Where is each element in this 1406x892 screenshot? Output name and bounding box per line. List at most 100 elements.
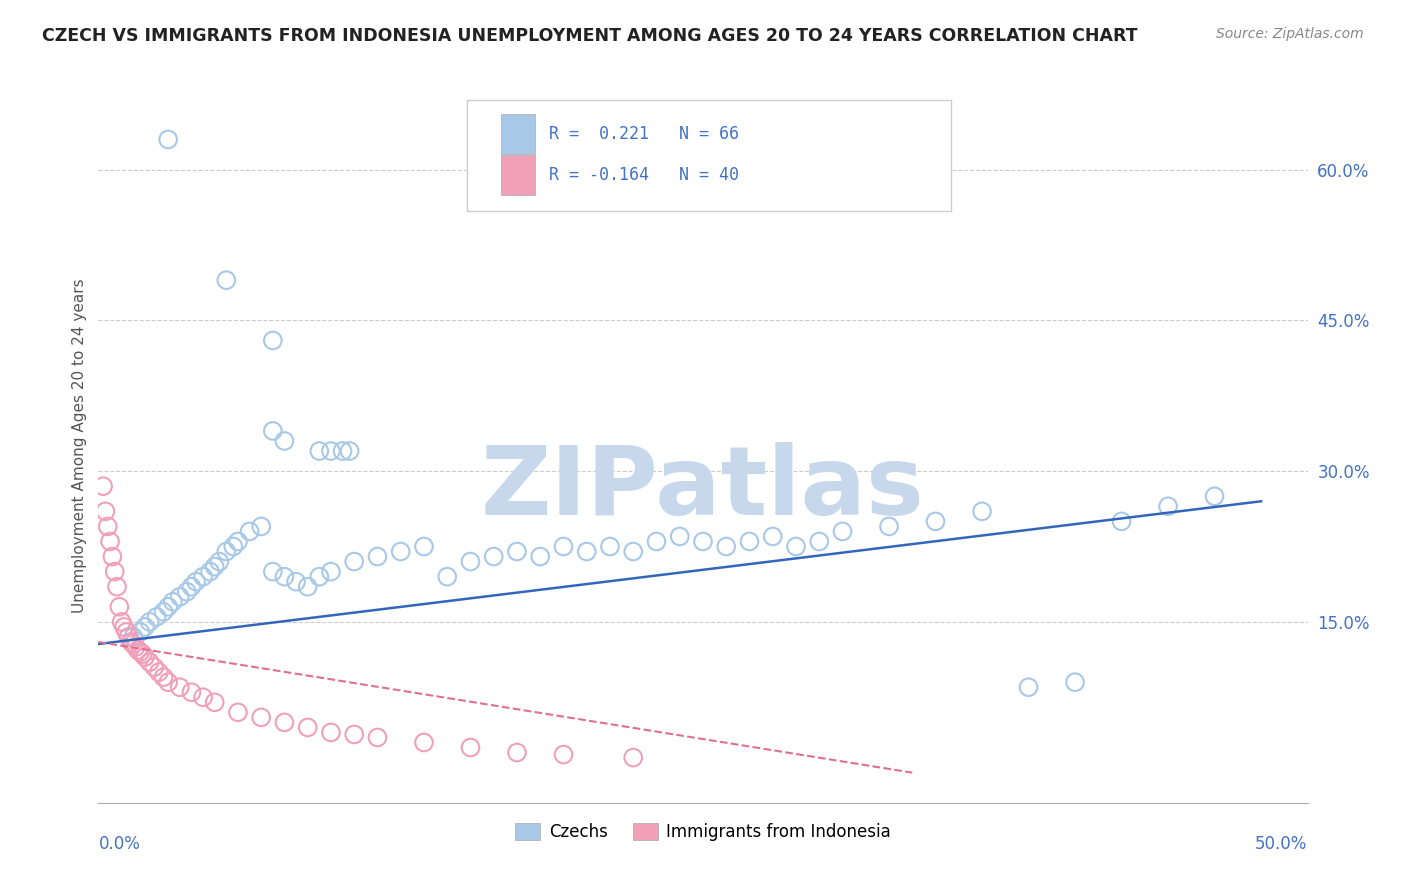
Point bbox=[436, 569, 458, 583]
Point bbox=[366, 549, 388, 564]
Point bbox=[198, 565, 221, 579]
Point bbox=[215, 544, 238, 558]
Point bbox=[1064, 675, 1087, 690]
Point bbox=[460, 740, 482, 755]
Point bbox=[94, 504, 117, 518]
Point bbox=[1204, 489, 1226, 503]
Point bbox=[122, 637, 145, 651]
Point bbox=[226, 706, 249, 720]
Point bbox=[115, 624, 138, 639]
Point bbox=[319, 444, 342, 458]
Point bbox=[924, 515, 946, 529]
Point bbox=[138, 655, 160, 669]
Point bbox=[162, 595, 184, 609]
Point bbox=[716, 540, 738, 554]
Point bbox=[204, 695, 226, 709]
Point bbox=[831, 524, 853, 539]
Point bbox=[645, 534, 668, 549]
Point bbox=[191, 569, 214, 583]
Point bbox=[143, 660, 166, 674]
Point bbox=[127, 643, 149, 657]
FancyBboxPatch shape bbox=[501, 155, 534, 194]
Point bbox=[122, 630, 145, 644]
Point bbox=[124, 640, 146, 654]
Point bbox=[692, 534, 714, 549]
Point bbox=[184, 574, 207, 589]
Point bbox=[157, 599, 180, 614]
Text: ZIPatlas: ZIPatlas bbox=[481, 442, 925, 535]
Point bbox=[273, 569, 295, 583]
Point bbox=[506, 544, 529, 558]
Point bbox=[273, 434, 295, 448]
Point bbox=[339, 444, 361, 458]
Point bbox=[108, 599, 131, 614]
Point bbox=[621, 750, 644, 764]
Point bbox=[148, 665, 170, 680]
Point bbox=[785, 540, 807, 554]
Point bbox=[413, 540, 436, 554]
Point bbox=[239, 524, 262, 539]
Text: Source: ZipAtlas.com: Source: ZipAtlas.com bbox=[1216, 27, 1364, 41]
Point bbox=[191, 690, 214, 705]
Y-axis label: Unemployment Among Ages 20 to 24 years: Unemployment Among Ages 20 to 24 years bbox=[72, 278, 87, 614]
Point bbox=[250, 519, 273, 533]
Point bbox=[553, 747, 575, 762]
Point bbox=[118, 630, 141, 644]
Point bbox=[297, 720, 319, 734]
Point bbox=[621, 544, 644, 558]
Point bbox=[134, 650, 156, 665]
Point bbox=[180, 685, 202, 699]
Point bbox=[575, 544, 598, 558]
Point bbox=[98, 534, 121, 549]
FancyBboxPatch shape bbox=[467, 100, 950, 211]
Point bbox=[157, 132, 180, 146]
Point bbox=[145, 610, 167, 624]
Point bbox=[262, 565, 284, 579]
Point bbox=[319, 725, 342, 739]
Point bbox=[129, 624, 152, 639]
Point bbox=[262, 424, 284, 438]
Point bbox=[97, 519, 120, 533]
Point bbox=[262, 334, 284, 348]
Point bbox=[553, 540, 575, 554]
Legend: Czechs, Immigrants from Indonesia: Czechs, Immigrants from Indonesia bbox=[509, 816, 897, 848]
Point bbox=[332, 444, 354, 458]
Point bbox=[176, 584, 198, 599]
Text: 50.0%: 50.0% bbox=[1256, 835, 1308, 853]
Point bbox=[1157, 500, 1180, 514]
Point bbox=[308, 569, 330, 583]
Point bbox=[762, 529, 785, 543]
Point bbox=[131, 647, 153, 661]
Point bbox=[413, 735, 436, 749]
Point bbox=[1018, 680, 1040, 694]
Point bbox=[129, 645, 152, 659]
Point bbox=[506, 746, 529, 760]
Text: 0.0%: 0.0% bbox=[98, 835, 141, 853]
Point bbox=[215, 273, 238, 287]
Point bbox=[91, 479, 114, 493]
Text: R =  0.221   N = 66: R = 0.221 N = 66 bbox=[550, 125, 740, 143]
Point bbox=[120, 635, 142, 649]
Point bbox=[343, 555, 366, 569]
Point bbox=[104, 565, 127, 579]
Point bbox=[138, 615, 160, 629]
Point bbox=[101, 549, 124, 564]
Point bbox=[308, 444, 330, 458]
Point bbox=[366, 731, 388, 745]
Point bbox=[112, 620, 135, 634]
Point bbox=[285, 574, 308, 589]
Point bbox=[599, 540, 621, 554]
Point bbox=[1111, 515, 1133, 529]
Point bbox=[297, 580, 319, 594]
Point bbox=[460, 555, 482, 569]
Point bbox=[738, 534, 761, 549]
Point bbox=[111, 615, 134, 629]
Point bbox=[482, 549, 505, 564]
Point bbox=[389, 544, 412, 558]
Point bbox=[226, 534, 249, 549]
Point bbox=[134, 620, 156, 634]
FancyBboxPatch shape bbox=[501, 114, 534, 154]
Point bbox=[180, 580, 202, 594]
Point bbox=[152, 605, 174, 619]
Point bbox=[105, 580, 128, 594]
